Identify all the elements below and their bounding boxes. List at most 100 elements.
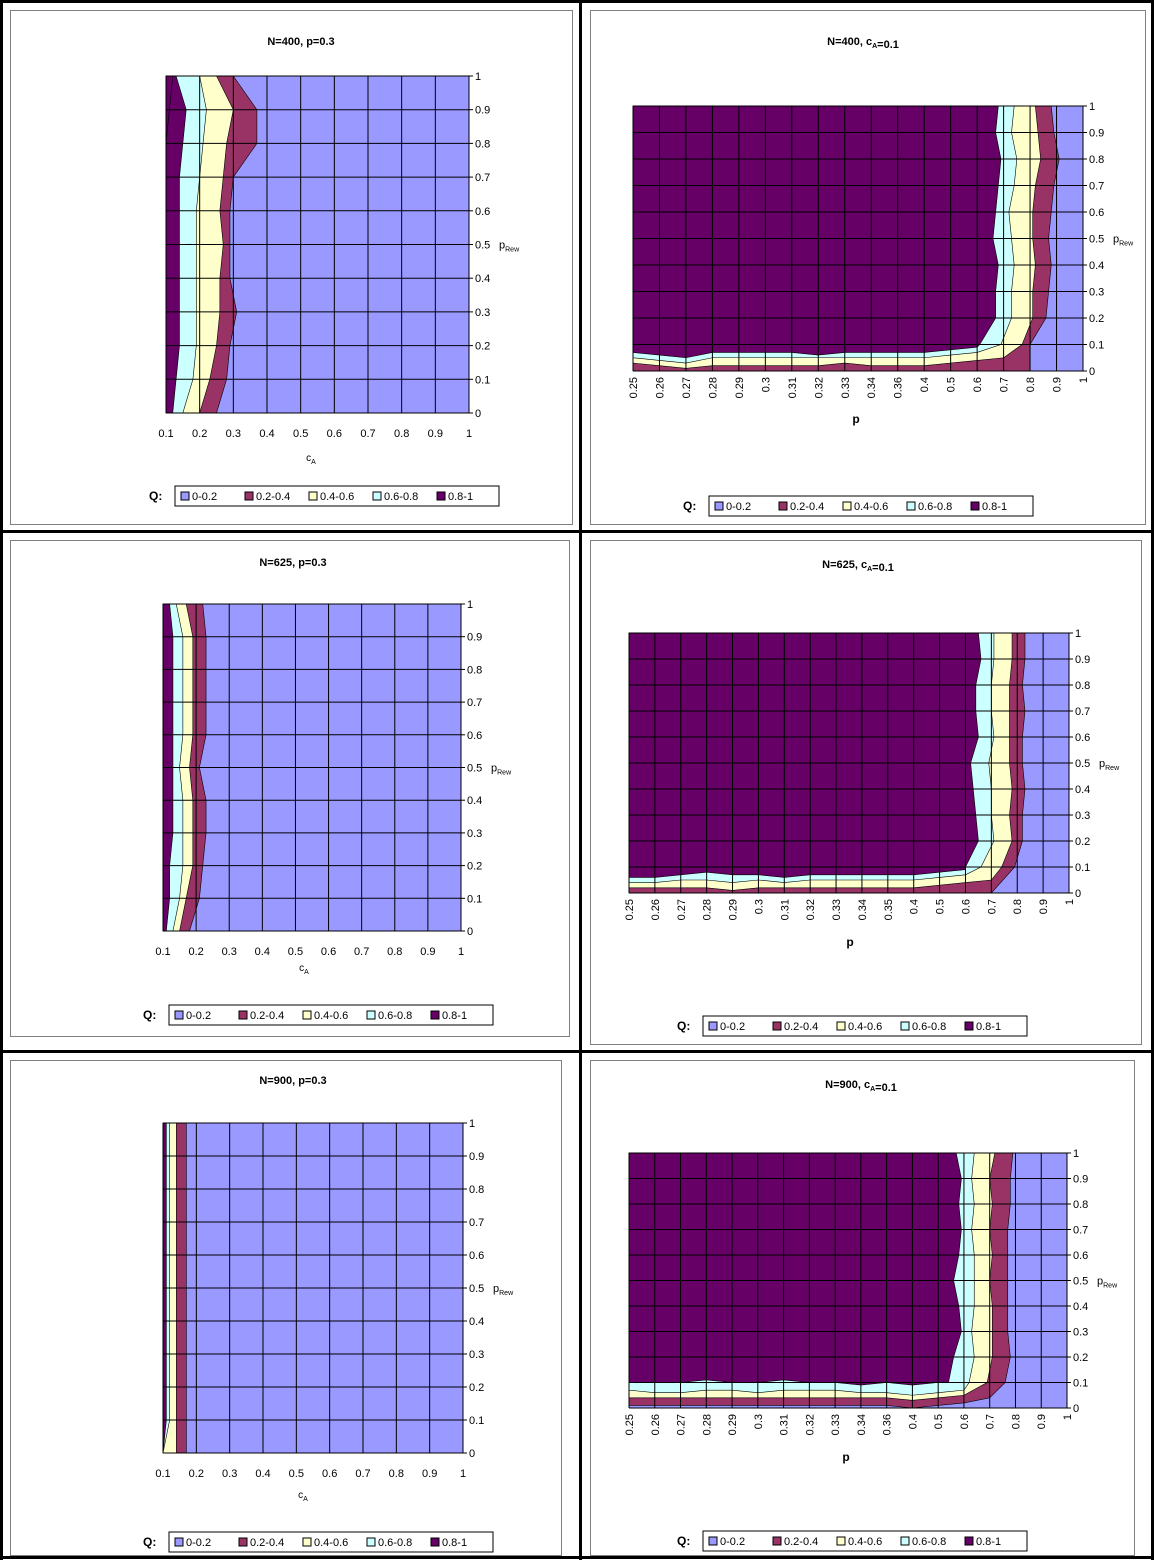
legend-swatch xyxy=(970,501,980,511)
y-tick-label: 0.1 xyxy=(469,1415,484,1427)
x-tick-label: 0.6 xyxy=(960,899,972,914)
y-tick-label: 0.2 xyxy=(1075,836,1090,848)
x-tick-label: 0.28 xyxy=(707,377,719,398)
legend-box xyxy=(174,485,500,507)
legend-prefix: Q: xyxy=(143,1008,156,1022)
y-tick-label: 0.5 xyxy=(1089,234,1104,246)
x-tick-label: 0.3 xyxy=(222,946,237,958)
x-tick-label: 0.29 xyxy=(727,1414,739,1435)
legend-label: 0.2-0.4 xyxy=(790,501,824,513)
x-tick-label: 0.26 xyxy=(650,899,662,920)
x-tick-label: 0.7 xyxy=(986,899,998,914)
x-tick-label: 0.5 xyxy=(289,1468,304,1480)
grid-separator xyxy=(1151,0,1154,1560)
x-tick-label: 0.34 xyxy=(856,1414,868,1435)
x-tick-label: 0.33 xyxy=(830,1414,842,1435)
y-tick-label: 1 xyxy=(475,71,481,83)
x-tick-label: 0.7 xyxy=(985,1414,997,1429)
x-tick-label: 0.4 xyxy=(255,946,270,958)
x-tick-label: 0.7 xyxy=(360,428,375,440)
x-tick-label: 0.8 xyxy=(1010,1414,1022,1429)
y-tick-label: 0 xyxy=(1075,888,1081,900)
legend-label: 0.2-0.4 xyxy=(784,1536,818,1548)
x-tick-label: 0.4 xyxy=(259,428,274,440)
grid-separator xyxy=(0,0,3,1560)
x-tick-label: 0.9 xyxy=(1038,899,1050,914)
x-axis-label: cA xyxy=(306,453,316,466)
y-tick-label: 0.1 xyxy=(1073,1378,1088,1390)
y-tick-label: 0.5 xyxy=(475,240,490,252)
legend-label: 0-0.2 xyxy=(186,1010,211,1022)
legend-swatch xyxy=(964,1536,974,1546)
y-tick-label: 0.7 xyxy=(475,172,490,184)
band-0.8-1 xyxy=(632,105,1002,359)
y-tick-label: 0.7 xyxy=(467,697,482,709)
legend-label: 0-0.2 xyxy=(726,501,751,513)
x-tick-label: 1 xyxy=(1078,377,1090,383)
y-tick-label: 0.2 xyxy=(1089,313,1104,325)
legend-swatch xyxy=(900,1536,910,1546)
y-tick-label: 0.9 xyxy=(475,105,490,117)
x-tick-label: 0.4 xyxy=(255,1468,270,1480)
y-tick-label: 0.6 xyxy=(467,730,482,742)
legend-label: 0.4-0.6 xyxy=(320,491,354,503)
x-tick-label: 0.6 xyxy=(972,377,984,392)
grid-separator xyxy=(0,0,1154,3)
chart-panel: 0 0.1 0.2 0.3 0.4 0.5 0.6 0.7 0.8 0.9 1 pRew 0.25 0.2… xyxy=(590,1060,1135,1556)
legend-swatch xyxy=(366,1010,376,1020)
legend-swatch xyxy=(842,501,852,511)
x-tick-label: 0.3 xyxy=(753,1414,765,1429)
legend-swatch xyxy=(180,491,190,501)
legend-swatch xyxy=(436,491,446,501)
legend-box xyxy=(168,1004,494,1026)
legend-prefix: Q: xyxy=(149,489,162,503)
legend-swatch xyxy=(308,491,318,501)
y-tick-label: 0.6 xyxy=(469,1250,484,1262)
y-tick-label: 0.9 xyxy=(1089,128,1104,140)
x-tick-label: 0.9 xyxy=(428,428,443,440)
legend-label: 0.8-1 xyxy=(976,1021,1001,1033)
y-tick-label: 0.6 xyxy=(475,206,490,218)
y-tick-label: 0.4 xyxy=(1073,1301,1088,1313)
legend-label: 0.6-0.8 xyxy=(912,1021,946,1033)
y-tick-label: 0.6 xyxy=(1089,207,1104,219)
legend-label: 0.8-1 xyxy=(982,501,1007,513)
x-tick-label: 0.34 xyxy=(857,899,869,920)
x-tick-label: 0.9 xyxy=(422,1468,437,1480)
y-tick-label: 0.4 xyxy=(475,273,490,285)
legend-label: 0.2-0.4 xyxy=(250,1010,284,1022)
x-tick-label: 0.31 xyxy=(779,1414,791,1435)
x-tick-label: 0.7 xyxy=(999,377,1011,392)
x-tick-label: 0.34 xyxy=(866,377,878,398)
legend-swatch xyxy=(708,1536,718,1546)
y-tick-label: 0.4 xyxy=(1089,260,1104,272)
legend-prefix: Q: xyxy=(677,1019,690,1033)
x-tick-label: 0.31 xyxy=(787,377,799,398)
grid-separator xyxy=(0,1556,1154,1559)
y-tick-label: 1 xyxy=(469,1118,475,1130)
x-tick-label: 0.28 xyxy=(701,1414,713,1435)
x-tick-label: 1 xyxy=(1062,1414,1074,1420)
legend-swatch xyxy=(900,1021,910,1031)
x-tick-label: 0.6 xyxy=(322,1468,337,1480)
x-tick-label: 0.9 xyxy=(1036,1414,1048,1429)
x-tick-label: 0.4 xyxy=(909,899,921,914)
y-tick-label: 0.7 xyxy=(1075,706,1090,718)
grid-separator xyxy=(579,0,582,1560)
y-tick-label: 0 xyxy=(1089,366,1095,378)
y-tick-label: 0.3 xyxy=(1075,810,1090,822)
legend-label: 0.8-1 xyxy=(442,1010,467,1022)
legend-swatch xyxy=(174,1010,184,1020)
legend-swatch xyxy=(836,1536,846,1546)
chart-panel: 0 0.1 0.2 0.3 0.4 0.5 0.6 0.7 0.8 0.9 1 pRew 0.1 0.2 0… xyxy=(10,1060,562,1556)
y-tick-label: 0.1 xyxy=(1075,862,1090,874)
legend-label: 0.4-0.6 xyxy=(314,1537,348,1549)
legend-prefix: Q: xyxy=(143,1535,156,1549)
y-tick-label: 0.2 xyxy=(469,1382,484,1394)
x-tick-label: 1 xyxy=(460,1468,466,1480)
y-axis-label: pRew xyxy=(491,763,512,777)
x-tick-label: 0.27 xyxy=(681,377,693,398)
